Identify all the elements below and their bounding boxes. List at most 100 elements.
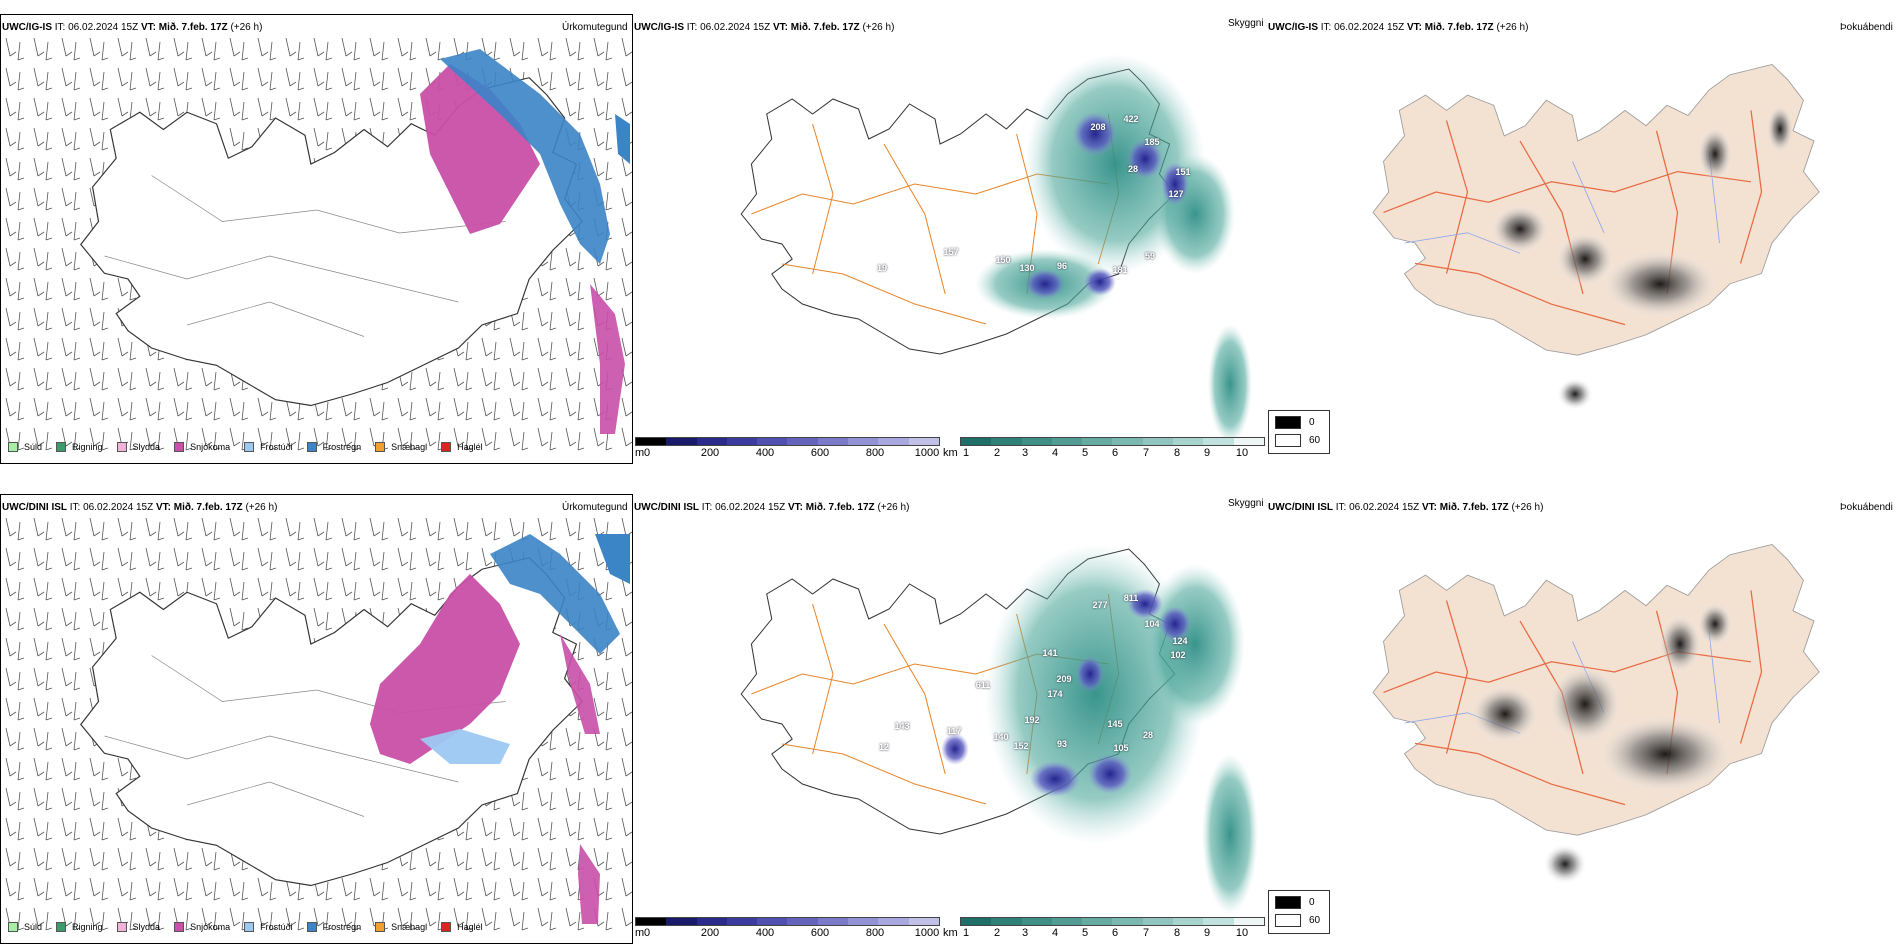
cloud-base-label: 157 [943, 247, 959, 257]
cloud-base-label: 127 [1168, 189, 1184, 199]
legend-item: Haglél [441, 442, 483, 452]
cloud-base-unit: m [635, 447, 645, 459]
tick-label: 200 [700, 927, 720, 939]
freezing-rain-area [440, 49, 610, 264]
legend-swatch [441, 922, 452, 932]
freezing-drizzle-area [420, 729, 510, 764]
fog-map [1372, 63, 1820, 410]
cloud-base-label: 208 [1090, 122, 1106, 132]
visibility-unit: km [943, 927, 958, 939]
cloud-base-label: 192 [1024, 715, 1040, 725]
tick-label: 8 [1173, 447, 1181, 459]
precip-map [0, 514, 633, 934]
cloud-base-label: 96 [1056, 261, 1068, 271]
legend-item: Súld [8, 922, 42, 932]
cloud-base-label: 28 [1142, 730, 1154, 740]
tick-label: 3 [1021, 927, 1029, 939]
tick-label: 1000 [914, 447, 940, 459]
tick-label: 0 [643, 447, 651, 459]
tick-label: 8 [1173, 927, 1181, 939]
cloud-base-label: 141 [1042, 648, 1058, 658]
tick-label: 1 [962, 447, 970, 459]
visibility-scale-bar [960, 917, 1265, 926]
cloud-base-label: 19 [876, 263, 888, 273]
legend-swatch [56, 442, 67, 452]
legend-item: Frostúði [244, 442, 293, 452]
row-2: UWC/DINI ISL IT: 06.02.2024 15Z VT: Mið.… [0, 494, 1900, 944]
vis-title: Skyggni [1228, 498, 1264, 509]
cloud-base-label: 59 [1144, 251, 1156, 261]
legend-swatch [441, 442, 452, 452]
visibility-scale: 1 2 3 4 5 6 7 8 9 10 km [943, 437, 1265, 465]
legend-swatch [8, 922, 18, 932]
cloud-base-label: 143 [894, 721, 910, 731]
legend-item: Snjókoma [174, 922, 230, 932]
cloud-base-label: 209 [1056, 674, 1072, 684]
tick-label: 2 [993, 447, 1001, 459]
tick-label: 4 [1051, 447, 1059, 459]
cloud-base-label: 174 [1047, 689, 1063, 699]
cloud-base-label: 93 [1056, 739, 1068, 749]
cloud-base-label: 105 [1113, 743, 1129, 753]
precip-map [0, 34, 633, 454]
fog-legend: 0 60 [1268, 410, 1330, 454]
cloud-base-label: 102 [1170, 650, 1186, 660]
legend-swatch [116, 922, 127, 932]
legend-item: Snæhagl [375, 442, 427, 452]
cloud-base-label: 104 [1144, 619, 1160, 629]
legend-item: Rigning [56, 922, 103, 932]
legend-swatch [116, 442, 127, 452]
legend-swatch [174, 922, 185, 932]
fog-title: Þokuábendi [1840, 502, 1893, 513]
tick-label: 600 [810, 447, 830, 459]
fog-legend-swatch [1275, 416, 1301, 429]
tick-label: 10 [1235, 927, 1249, 939]
panel-header-fog: UWC/DINI ISL IT: 06.02.2024 15Z VT: Mið.… [1268, 502, 1544, 513]
visibility-scale-bar [960, 437, 1265, 446]
cloud-base-label: 811 [1123, 593, 1139, 603]
cloud-base-label: 28 [1127, 164, 1139, 174]
tick-label: 800 [865, 927, 885, 939]
legend-item: Snæhagl [375, 922, 427, 932]
fog-legend-swatch [1275, 914, 1301, 927]
fog-legend-item: 60 [1275, 434, 1323, 447]
legend-swatch [244, 922, 255, 932]
panel-header-fog: UWC/IG-IS IT: 06.02.2024 15Z VT: Mið. 7.… [1268, 22, 1529, 33]
visibility-map [740, 544, 1258, 914]
cloud-base-label: 124 [1172, 636, 1188, 646]
cloud-base-label: 130 [1019, 263, 1035, 273]
fog-legend-swatch [1275, 434, 1301, 447]
cloud-base-scale-bar [635, 437, 940, 446]
precip-title: Úrkomutegund [562, 502, 628, 513]
tick-label: 7 [1142, 447, 1150, 459]
cloud-base-label: 152 [1013, 741, 1029, 751]
tick-label: 10 [1235, 447, 1249, 459]
tick-label: 5 [1081, 447, 1089, 459]
legend-item: Frostúði [244, 922, 293, 932]
legend-item: Frostregn [306, 442, 361, 452]
cloud-base-label: 145 [1107, 719, 1123, 729]
tick-label: 600 [810, 927, 830, 939]
legend-swatch [306, 922, 317, 932]
tick-label: 5 [1081, 927, 1089, 939]
legend-swatch [375, 442, 386, 452]
tick-label: 200 [700, 447, 720, 459]
fog-map [1372, 543, 1820, 884]
cloud-base-label: 185 [1144, 137, 1160, 147]
row-1: UWC/IG-IS IT: 06.02.2024 15Z VT: Mið. 7.… [0, 14, 1900, 464]
snowfall-area [370, 574, 520, 764]
panel-header-vis: UWC/DINI ISL IT: 06.02.2024 15Z VT: Mið.… [634, 502, 910, 513]
fog-title: Þokuábendi [1840, 22, 1893, 33]
panel-header-precip: UWC/DINI ISL IT: 06.02.2024 15Z VT: Mið.… [2, 502, 278, 513]
cloud-base-label: 140 [993, 732, 1009, 742]
legend-item: Frostregn [306, 922, 361, 932]
cloud-base-label: 422 [1123, 114, 1139, 124]
tick-label: 400 [755, 447, 775, 459]
cloud-base-label: 151 [1175, 167, 1191, 177]
cloud-base-label: 12 [878, 742, 890, 752]
cloud-base-scale: 0 200 400 600 800 1000 m [635, 437, 940, 465]
tick-label: 400 [755, 927, 775, 939]
precip-legend: Súld Rigning Slydda Snjókoma Frostúði Fr… [8, 442, 497, 452]
tick-label: 1 [962, 927, 970, 939]
legend-item: Slydda [116, 442, 160, 452]
